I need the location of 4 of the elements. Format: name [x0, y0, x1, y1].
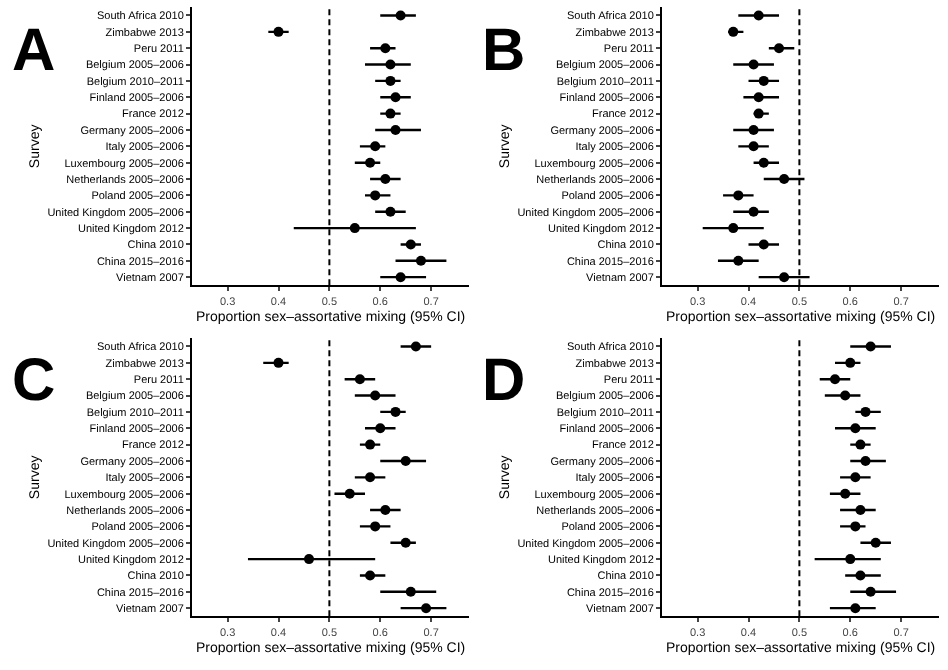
- chart-title: D: [482, 348, 526, 414]
- chart-title: C: [12, 348, 56, 414]
- chart-title: A: [12, 18, 56, 84]
- chart-title: B: [482, 18, 526, 84]
